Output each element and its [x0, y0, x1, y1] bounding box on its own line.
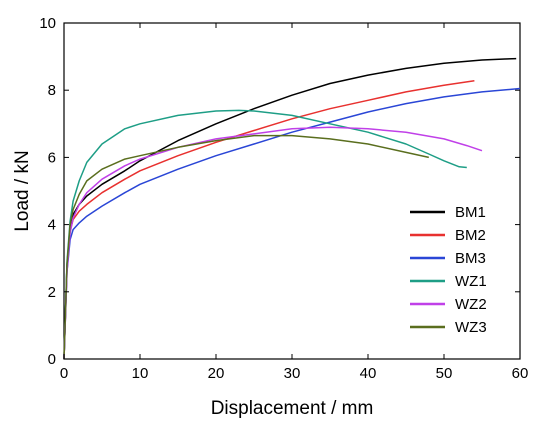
legend-label-bm2: BM2	[455, 227, 486, 244]
plot-frame	[63, 22, 521, 360]
legend-label-wz3: WZ3	[455, 319, 487, 336]
y-tick-label: 0	[48, 351, 56, 368]
series-lines	[63, 57, 521, 360]
x-tick-label: 40	[360, 365, 377, 382]
x-tick-label: 50	[436, 365, 453, 382]
legend: BM1 BM2 BM3 WZ1 WZ2 WZ3	[410, 204, 487, 336]
x-tick-label: 60	[512, 365, 529, 382]
legend-label-bm3: BM3	[455, 250, 486, 267]
legend-label-wz1: WZ1	[455, 273, 487, 290]
legend-label-bm1: BM1	[455, 204, 486, 221]
y-tick-label: 6	[48, 149, 56, 166]
series-line-wz3	[63, 134, 429, 360]
y-tick-label: 2	[48, 284, 56, 301]
y-axis-title: Load / kN	[12, 150, 33, 231]
series-line-bm2	[63, 80, 475, 360]
x-tick-label: 0	[60, 365, 68, 382]
axis-ticks: 0 10 20 30 40 50 60 0 2 4 6 8 10	[39, 15, 528, 382]
x-tick-label: 10	[132, 365, 149, 382]
series-line-wz2	[63, 126, 483, 360]
x-axis-title: Displacement / mm	[211, 398, 374, 419]
y-tick-label: 10	[39, 15, 56, 32]
x-tick-label: 30	[284, 365, 301, 382]
series-line-wz1	[63, 109, 467, 360]
series-line-bm3	[63, 87, 521, 360]
y-tick-label: 4	[48, 217, 56, 234]
x-tick-label: 20	[208, 365, 225, 382]
series-line-bm1	[63, 57, 517, 360]
legend-label-wz2: WZ2	[455, 296, 487, 313]
y-tick-label: 8	[48, 82, 56, 99]
